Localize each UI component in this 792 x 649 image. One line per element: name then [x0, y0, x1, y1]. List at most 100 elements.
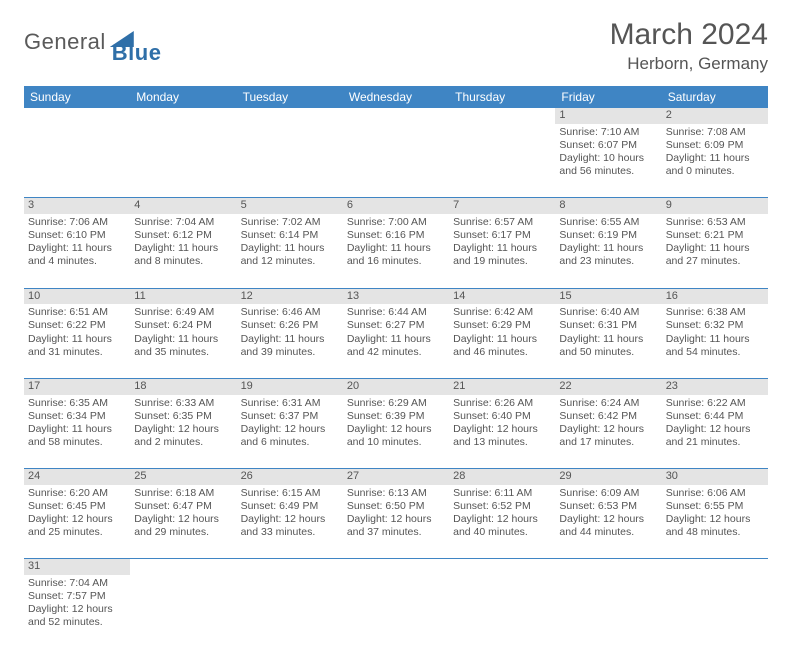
sunset-text: Sunset: 6:52 PM [453, 500, 551, 513]
daylight-text: Daylight: 12 hours and 10 minutes. [347, 423, 445, 449]
sunset-text: Sunset: 7:57 PM [28, 590, 126, 603]
sunset-text: Sunset: 6:19 PM [559, 229, 657, 242]
header: General Blue March 2024 Herborn, Germany [24, 18, 768, 74]
sunset-text: Sunset: 6:42 PM [559, 410, 657, 423]
sunrise-text: Sunrise: 6:35 AM [28, 397, 126, 410]
daylight-text: Daylight: 11 hours and 31 minutes. [28, 333, 126, 359]
daylight-text: Daylight: 11 hours and 8 minutes. [134, 242, 232, 268]
day-number [343, 108, 449, 124]
day-number: 6 [343, 198, 449, 214]
sunset-text: Sunset: 6:45 PM [28, 500, 126, 513]
sunrise-text: Sunrise: 6:22 AM [666, 397, 764, 410]
day-number: 29 [555, 469, 661, 485]
daylight-text: Daylight: 11 hours and 4 minutes. [28, 242, 126, 268]
day-content-row: Sunrise: 6:51 AMSunset: 6:22 PMDaylight:… [24, 304, 768, 378]
day-number [343, 559, 449, 575]
day-content-row: Sunrise: 7:06 AMSunset: 6:10 PMDaylight:… [24, 214, 768, 288]
sunrise-text: Sunrise: 6:49 AM [134, 306, 232, 319]
sunrise-text: Sunrise: 6:09 AM [559, 487, 657, 500]
day-cell [662, 575, 768, 649]
sunset-text: Sunset: 6:34 PM [28, 410, 126, 423]
weekday-header: Friday [555, 86, 661, 108]
day-number: 13 [343, 288, 449, 304]
sunset-text: Sunset: 6:53 PM [559, 500, 657, 513]
sunrise-text: Sunrise: 6:06 AM [666, 487, 764, 500]
sunrise-text: Sunrise: 7:08 AM [666, 126, 764, 139]
sunset-text: Sunset: 6:17 PM [453, 229, 551, 242]
weekday-header: Thursday [449, 86, 555, 108]
day-number: 3 [24, 198, 130, 214]
day-cell: Sunrise: 6:13 AMSunset: 6:50 PMDaylight:… [343, 485, 449, 559]
day-number [237, 108, 343, 124]
daynum-row: 31 [24, 559, 768, 575]
day-number: 12 [237, 288, 343, 304]
weekday-row: SundayMondayTuesdayWednesdayThursdayFrid… [24, 86, 768, 108]
day-cell [343, 575, 449, 649]
sunset-text: Sunset: 6:24 PM [134, 319, 232, 332]
sunrise-text: Sunrise: 6:44 AM [347, 306, 445, 319]
day-cell [237, 575, 343, 649]
day-cell: Sunrise: 6:26 AMSunset: 6:40 PMDaylight:… [449, 395, 555, 469]
day-cell: Sunrise: 7:10 AMSunset: 6:07 PMDaylight:… [555, 124, 661, 198]
sunrise-text: Sunrise: 6:11 AM [453, 487, 551, 500]
sunset-text: Sunset: 6:44 PM [666, 410, 764, 423]
day-cell: Sunrise: 7:00 AMSunset: 6:16 PMDaylight:… [343, 214, 449, 288]
location: Herborn, Germany [610, 54, 768, 74]
sunset-text: Sunset: 6:35 PM [134, 410, 232, 423]
day-number: 28 [449, 469, 555, 485]
day-number [449, 108, 555, 124]
sunset-text: Sunset: 6:55 PM [666, 500, 764, 513]
day-number: 9 [662, 198, 768, 214]
daynum-row: 17181920212223 [24, 378, 768, 394]
sunrise-text: Sunrise: 6:38 AM [666, 306, 764, 319]
sunset-text: Sunset: 6:12 PM [134, 229, 232, 242]
title-block: March 2024 Herborn, Germany [610, 18, 768, 74]
daylight-text: Daylight: 11 hours and 42 minutes. [347, 333, 445, 359]
sunrise-text: Sunrise: 6:33 AM [134, 397, 232, 410]
day-cell: Sunrise: 6:29 AMSunset: 6:39 PMDaylight:… [343, 395, 449, 469]
sunrise-text: Sunrise: 6:13 AM [347, 487, 445, 500]
day-cell [130, 575, 236, 649]
day-number: 17 [24, 378, 130, 394]
day-cell [24, 124, 130, 198]
sunrise-text: Sunrise: 7:10 AM [559, 126, 657, 139]
sunrise-text: Sunrise: 6:53 AM [666, 216, 764, 229]
sunrise-text: Sunrise: 6:40 AM [559, 306, 657, 319]
sunrise-text: Sunrise: 6:29 AM [347, 397, 445, 410]
daylight-text: Daylight: 12 hours and 6 minutes. [241, 423, 339, 449]
daylight-text: Daylight: 12 hours and 17 minutes. [559, 423, 657, 449]
daylight-text: Daylight: 11 hours and 39 minutes. [241, 333, 339, 359]
daylight-text: Daylight: 12 hours and 48 minutes. [666, 513, 764, 539]
daylight-text: Daylight: 11 hours and 19 minutes. [453, 242, 551, 268]
sunrise-text: Sunrise: 6:31 AM [241, 397, 339, 410]
day-cell [449, 575, 555, 649]
day-number [449, 559, 555, 575]
day-cell: Sunrise: 6:09 AMSunset: 6:53 PMDaylight:… [555, 485, 661, 559]
day-cell: Sunrise: 6:15 AMSunset: 6:49 PMDaylight:… [237, 485, 343, 559]
day-cell: Sunrise: 6:35 AMSunset: 6:34 PMDaylight:… [24, 395, 130, 469]
sunrise-text: Sunrise: 6:20 AM [28, 487, 126, 500]
calendar-head: SundayMondayTuesdayWednesdayThursdayFrid… [24, 86, 768, 108]
sunset-text: Sunset: 6:14 PM [241, 229, 339, 242]
sunrise-text: Sunrise: 6:42 AM [453, 306, 551, 319]
day-number: 16 [662, 288, 768, 304]
day-cell: Sunrise: 6:42 AMSunset: 6:29 PMDaylight:… [449, 304, 555, 378]
day-cell: Sunrise: 6:18 AMSunset: 6:47 PMDaylight:… [130, 485, 236, 559]
day-cell: Sunrise: 6:57 AMSunset: 6:17 PMDaylight:… [449, 214, 555, 288]
sunset-text: Sunset: 6:31 PM [559, 319, 657, 332]
day-number: 25 [130, 469, 236, 485]
daylight-text: Daylight: 10 hours and 56 minutes. [559, 152, 657, 178]
logo: General Blue [24, 18, 161, 66]
weekday-header: Wednesday [343, 86, 449, 108]
sunrise-text: Sunrise: 6:57 AM [453, 216, 551, 229]
day-number: 18 [130, 378, 236, 394]
weekday-header: Monday [130, 86, 236, 108]
sunset-text: Sunset: 6:07 PM [559, 139, 657, 152]
logo-text-general: General [24, 29, 106, 55]
daylight-text: Daylight: 12 hours and 2 minutes. [134, 423, 232, 449]
day-content-row: Sunrise: 6:20 AMSunset: 6:45 PM Daylight:… [24, 485, 768, 559]
daylight-text: Daylight: 12 hours and 37 minutes. [347, 513, 445, 539]
day-number: 7 [449, 198, 555, 214]
day-cell: Sunrise: 6:44 AMSunset: 6:27 PMDaylight:… [343, 304, 449, 378]
day-number: 23 [662, 378, 768, 394]
